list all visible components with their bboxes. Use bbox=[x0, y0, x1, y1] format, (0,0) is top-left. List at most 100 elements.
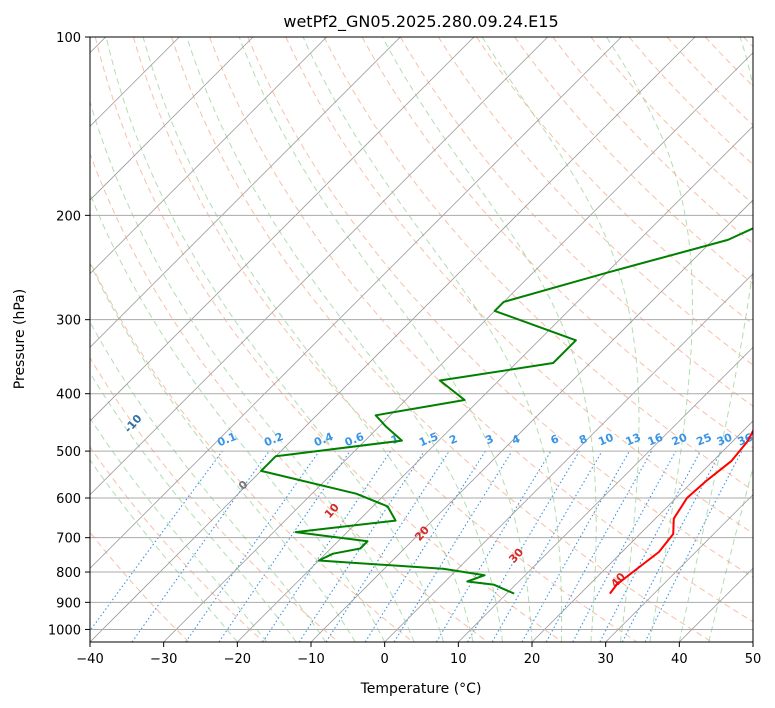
plot-frame bbox=[89, 36, 754, 643]
dry-adiabat-line bbox=[590, 37, 753, 205]
dry-adiabat-line bbox=[171, 37, 712, 642]
mixing-ratio-label: 3 bbox=[483, 432, 495, 447]
dry-adiabat-lines bbox=[90, 37, 753, 642]
x-tick-label: −40 bbox=[76, 652, 103, 667]
y-tick-label: 100 bbox=[56, 31, 81, 46]
mixing-ratio-label: 10 bbox=[596, 431, 615, 449]
isotherm-line bbox=[90, 37, 401, 348]
moist-adiabat-line bbox=[90, 371, 297, 642]
isotherm-lines bbox=[90, 37, 753, 642]
y-axis-label: Pressure (hPa) bbox=[12, 289, 28, 389]
isotherm-line bbox=[163, 52, 753, 642]
mixing-ratio-line bbox=[90, 450, 223, 632]
moist-adiabat-line bbox=[186, 37, 503, 642]
moist-adiabat-line bbox=[90, 99, 415, 642]
moist-adiabat-line bbox=[606, 37, 693, 642]
x-tick-label: 0 bbox=[381, 652, 389, 667]
x-tick-label: 30 bbox=[597, 652, 614, 667]
y-tick-label: 300 bbox=[56, 314, 81, 329]
moist-adiabat-line bbox=[90, 459, 238, 642]
mixing-ratio-label: 30 bbox=[715, 431, 734, 449]
y-tick-label: 500 bbox=[56, 445, 81, 460]
plot-area: 0.10.20.40.611.52346810131620253036-100-… bbox=[90, 37, 755, 642]
sounding-series bbox=[260, 227, 753, 595]
mixing-ratio-line bbox=[262, 450, 392, 642]
moist-adiabat-line bbox=[302, 37, 563, 642]
isotherm-line bbox=[90, 37, 327, 275]
y-tick-label: 800 bbox=[56, 566, 81, 581]
mixing-ratio-line bbox=[521, 450, 630, 642]
moist-adiabat-line bbox=[90, 417, 268, 642]
mixing-ratio-line bbox=[298, 450, 425, 642]
mixing-ratio-line bbox=[218, 450, 351, 642]
moist-adiabat-line bbox=[105, 37, 445, 642]
mixing-ratio-label: 20 bbox=[670, 431, 689, 449]
mixing-ratio-label: 13 bbox=[624, 431, 643, 449]
x-tick-label: −10 bbox=[297, 652, 324, 667]
mixing-ratio-line bbox=[644, 450, 743, 642]
moist-adiabat-line bbox=[678, 37, 753, 642]
x-axis-label: Temperature (°C) bbox=[360, 681, 482, 697]
dry-adiabat-line bbox=[552, 37, 753, 245]
dry-adiabat-line bbox=[285, 37, 753, 534]
moist-adiabat-line bbox=[90, 321, 327, 642]
isotherm-line bbox=[90, 37, 475, 422]
y-axis-ticks: 100 200 300 400 500 600 700 800 900 1000 bbox=[48, 31, 90, 638]
moist-adiabat-line bbox=[238, 37, 533, 642]
dry-adiabat-line bbox=[90, 446, 264, 642]
moist-adiabat-line bbox=[381, 37, 597, 642]
mixing-ratio-line bbox=[185, 450, 320, 642]
mixing-ratio-label: 16 bbox=[646, 431, 665, 449]
x-tick-label: 20 bbox=[524, 652, 541, 667]
chart-title: wetPf2_GN05.2025.280.09.24.E15 bbox=[283, 12, 558, 32]
dry-adiabat-line bbox=[514, 37, 753, 285]
isotherm-line bbox=[237, 125, 753, 642]
dry-adiabat-line bbox=[132, 37, 638, 642]
dewpoint-line bbox=[260, 227, 753, 595]
dry-adiabat-line bbox=[90, 531, 190, 642]
isotherm-line bbox=[531, 420, 753, 642]
isotherm-line bbox=[90, 37, 254, 201]
moist-adiabat-line bbox=[90, 192, 386, 642]
y-tick-label: 1000 bbox=[48, 623, 81, 638]
y-tick-label: 600 bbox=[56, 492, 81, 507]
isotherm-line bbox=[605, 494, 753, 642]
moist-adiabat-line bbox=[90, 262, 356, 642]
isotherm-line bbox=[310, 199, 753, 642]
mixing-ratio-label: 1 bbox=[389, 432, 401, 447]
temperature-line bbox=[609, 428, 753, 595]
dry-adiabat-line bbox=[209, 37, 753, 623]
mixing-ratio-label: 36 bbox=[736, 431, 755, 449]
mixing-ratio-line bbox=[393, 450, 513, 642]
y-tick-label: 900 bbox=[56, 596, 81, 611]
isotherm-line bbox=[90, 37, 548, 496]
mixing-ratio-line bbox=[572, 450, 677, 642]
mixing-ratio-line bbox=[131, 450, 270, 642]
x-tick-label: −30 bbox=[150, 652, 177, 667]
x-tick-label: 40 bbox=[671, 652, 688, 667]
y-tick-label: 700 bbox=[56, 532, 81, 547]
x-tick-label: 10 bbox=[450, 652, 467, 667]
y-tick-label: 400 bbox=[56, 388, 81, 403]
isotherm-line bbox=[458, 346, 753, 642]
mixing-ratio-label: 2 bbox=[447, 432, 459, 447]
moist-adiabat-lines bbox=[90, 37, 753, 642]
dry-adiabat-line bbox=[247, 37, 753, 578]
moist-adiabat-line bbox=[481, 37, 640, 642]
y-tick-label: 200 bbox=[56, 209, 81, 224]
moist-adiabat-line bbox=[142, 37, 474, 642]
mixing-ratio-line bbox=[545, 450, 653, 642]
x-axis-ticks: −40 −30 −20 −10 0 10 20 30 40 50 bbox=[76, 642, 761, 667]
x-tick-label: −20 bbox=[224, 652, 251, 667]
x-tick-label: 50 bbox=[745, 652, 762, 667]
isotherm-line bbox=[90, 37, 622, 569]
dry-adiabat-line bbox=[90, 356, 339, 642]
mixing-ratio-label: 8 bbox=[577, 432, 589, 447]
isotherm-line bbox=[90, 37, 696, 642]
isotherm-line bbox=[384, 273, 753, 642]
dry-adiabat-line bbox=[399, 37, 753, 407]
dry-adiabat-line bbox=[437, 37, 753, 366]
pressure-gridlines bbox=[90, 37, 753, 630]
